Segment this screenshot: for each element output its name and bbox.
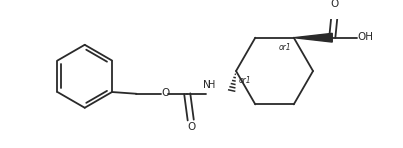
Text: O: O [162, 88, 170, 98]
Text: H: H [208, 80, 216, 90]
Text: OH: OH [357, 32, 374, 42]
Text: O: O [187, 122, 196, 132]
Text: or1: or1 [278, 43, 291, 52]
Text: N: N [203, 80, 211, 90]
Text: or1: or1 [239, 76, 251, 85]
Text: O: O [331, 0, 339, 9]
Polygon shape [294, 33, 332, 42]
